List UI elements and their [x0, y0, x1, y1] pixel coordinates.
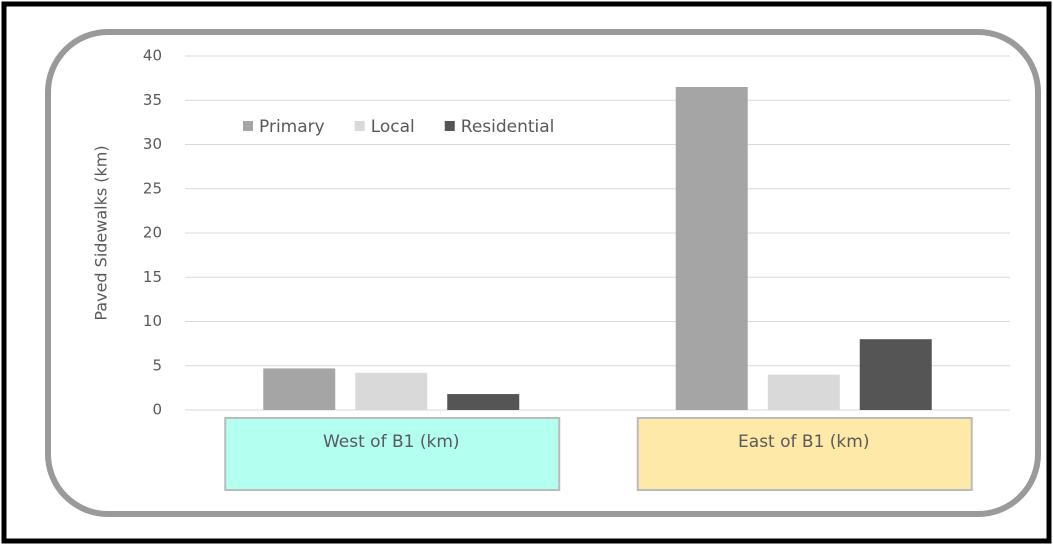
y-tick-label: 30 [143, 135, 162, 153]
legend-label: Primary [259, 117, 325, 137]
bar [263, 368, 336, 410]
legend-swatch [243, 121, 253, 131]
legend-swatch [354, 121, 365, 131]
y-tick-label: 20 [143, 224, 162, 242]
y-tick-label: 10 [143, 312, 162, 330]
bar [767, 374, 840, 410]
bar [447, 394, 520, 410]
legend-label: Residential [461, 117, 555, 137]
y-tick-label: 35 [143, 91, 162, 109]
bar [355, 372, 428, 410]
y-axis-title: Paved Sidewalks (km) [92, 145, 111, 320]
x-tick-label: East of B1 (km) [738, 432, 869, 452]
legend-label: Local [371, 117, 415, 137]
bar [859, 339, 932, 410]
y-tick-label: 25 [143, 179, 162, 197]
y-tick-label: 15 [143, 268, 162, 286]
y-tick-label: 5 [152, 356, 162, 374]
legend-swatch [444, 121, 455, 131]
y-tick-label: 0 [152, 401, 162, 419]
x-tick-label: West of B1 (km) [323, 432, 460, 452]
category-box [224, 417, 561, 491]
bar [675, 86, 748, 410]
y-tick-label: 40 [143, 47, 162, 65]
category-box [636, 417, 973, 491]
